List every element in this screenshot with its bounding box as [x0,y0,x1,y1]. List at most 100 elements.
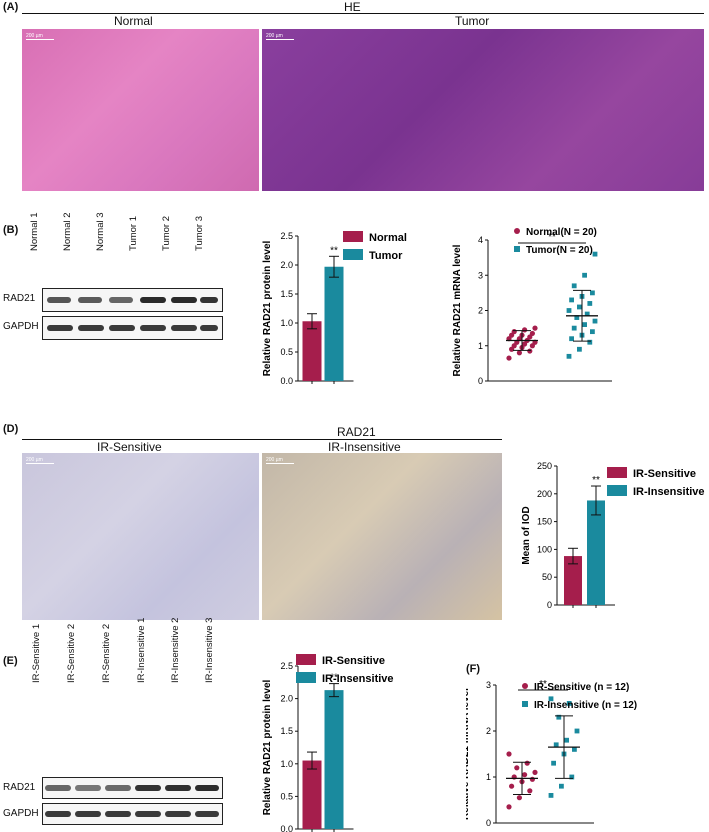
data-point [506,751,512,757]
data-point [532,769,538,775]
blot-gapdh [42,316,223,340]
y-tick-label: 1 [478,341,483,351]
legend-swatch [607,467,627,478]
scale-bar: 200 µm [266,457,294,464]
data-point [529,330,535,337]
band [45,785,71,791]
y-tick-label: 1.5 [280,289,293,299]
y-tick-label: 0.0 [280,376,293,386]
data-point [587,301,593,306]
data-point [569,297,574,303]
legend-entry: Tumor [369,250,403,262]
scale-bar: 200 µm [26,33,54,40]
y-tick-label: 2.5 [280,661,293,671]
normal-header: Normal [114,14,153,28]
panel-d-stain-title: RAD21 [337,425,376,439]
blot-rad21 [42,777,223,799]
lane-label: Normal 2 [62,212,73,251]
y-axis-title: Relative RAD21 mRNA level [466,688,471,820]
significance-marker: ** [330,673,338,684]
data-point [506,355,512,361]
lane-label: IR-Insensitive 3 [204,617,215,683]
tumor-header: Tumor [455,14,490,28]
y-tick-label: 0 [486,818,491,828]
data-point [548,696,554,702]
scale-bar: 200 µm [26,457,54,464]
y-tick-label: 1.0 [280,318,293,328]
band [45,811,71,817]
data-point [527,348,533,354]
legend-marker [514,228,520,234]
panel-b-label: (B) [3,224,19,236]
y-tick-label: 250 [537,461,552,471]
data-point [559,783,564,789]
data-point [592,251,598,257]
data-point [577,346,582,352]
data-point [571,283,577,289]
legend-entry: Normal [369,232,407,244]
panel-f-label: (F) [466,663,481,675]
band [200,325,218,331]
band [200,297,218,303]
significance-marker: ** [539,679,547,690]
panel-d-label: (D) [3,423,19,435]
y-tick-label: 150 [537,517,552,527]
chart-b-bar: 0.0 0.5 1.0 1.5 2.0 2.5 Relative RAD21 protein… [262,231,407,386]
y-tick-label: 0 [547,600,552,610]
data-point [527,788,533,794]
data-point [569,336,574,342]
y-tick-label: 50 [542,572,552,582]
y-tick-label: 1 [486,772,491,782]
y-tick-label: 2 [478,306,483,316]
he-normal-image: 200 µm [22,29,259,191]
data-point [571,325,577,331]
legend-entry: IR-Sensitive (n = 12) [534,682,629,693]
blot-gapdh [42,803,223,825]
y-tick-label: 3 [478,270,483,280]
legend-marker [522,683,528,689]
data-point [516,795,522,801]
y-tick-label: 2 [486,726,491,736]
lane-label: IR-Sensitive 2 [66,623,77,683]
ir-sensitive-header: IR-Sensitive [97,440,162,454]
legend-swatch [343,249,363,260]
data-point [564,737,569,743]
y-tick-label: 100 [537,544,552,554]
chart-e-bar: 0.0 0.5 1.0 1.5 2.0 2.5 Relative RAD21 protein… [262,654,394,832]
row-label-gapdh: GAPDH [3,808,39,819]
bar-tumor [324,266,344,381]
data-point [574,315,580,320]
band [78,325,104,331]
data-point [569,774,575,780]
data-point [553,742,559,748]
band [135,785,161,791]
data-point [566,353,572,359]
data-point [590,290,595,296]
band [135,811,161,817]
legend-marker [522,701,528,707]
data-point [590,329,595,335]
lane-label: IR-Sensitive 1 [31,623,42,683]
band [109,297,133,303]
data-point [506,804,512,810]
legend-marker [514,246,520,252]
legend-swatch [343,231,363,242]
legend-entry: IR-Insensitive (n = 12) [534,700,637,711]
data-point [566,701,572,706]
y-tick-label: 1.5 [280,726,293,736]
data-point [516,350,522,356]
y-tick-label: 0.5 [280,347,293,357]
data-point [548,793,554,798]
band [75,811,101,817]
legend-entry: IR-Insensitive [633,486,705,498]
data-point [582,272,587,278]
ihc-insensitive-image: 200 µm [262,453,502,620]
he-tumor-image: 200 µm [262,29,704,191]
band [171,297,197,303]
significance-marker: ** [330,245,338,256]
data-point [572,747,577,752]
band [47,297,71,303]
band [140,297,166,303]
panel-d-rule [22,439,502,440]
lane-label: Tumor 2 [161,215,172,251]
